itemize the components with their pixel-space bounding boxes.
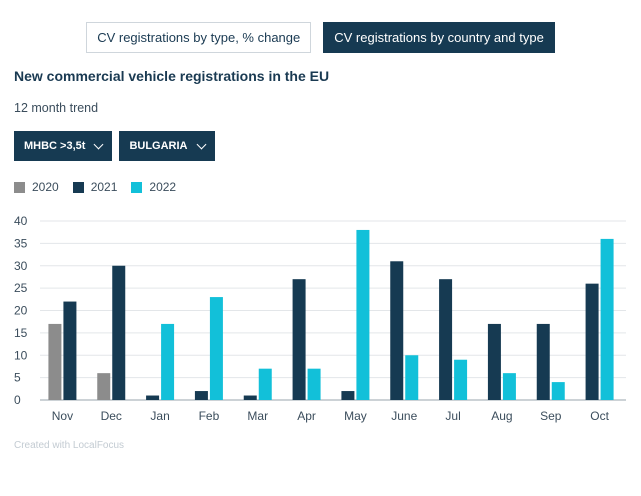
bar-2022-jan xyxy=(161,323,175,400)
legend-swatch xyxy=(131,181,143,193)
country-dropdown[interactable]: BULGARIA xyxy=(119,131,215,161)
legend-item-2022[interactable]: 2022 xyxy=(131,180,176,194)
country-label: BULGARIA xyxy=(129,140,188,152)
legend-swatch xyxy=(14,181,25,193)
bar-2022-mar xyxy=(258,368,272,400)
vehicle-type-dropdown[interactable]: MHBC >3,5t xyxy=(14,131,113,161)
tab-bar: CV registrations by type, % change CV re… xyxy=(0,22,641,53)
filter-bar: MHBC >3,5t BULGARIA xyxy=(14,131,215,161)
bar-2022-may xyxy=(356,229,370,400)
bar-2022-june xyxy=(405,355,419,400)
bar-2021-aug xyxy=(487,323,501,400)
y-tick-label: 30 xyxy=(14,259,28,273)
x-tick-label: Apr xyxy=(297,409,316,423)
bar-2021-may xyxy=(341,391,355,400)
bar-2021-sep xyxy=(536,323,550,400)
x-tick-label: Feb xyxy=(199,409,220,423)
bar-2022-oct xyxy=(600,238,614,400)
y-tick-label: 5 xyxy=(14,371,21,385)
legend-label: 2022 xyxy=(149,180,177,194)
tab-cv-registrations-by-type[interactable]: CV registrations by type, % change xyxy=(86,22,312,53)
y-tick-label: 20 xyxy=(14,304,28,318)
bar-2021-mar xyxy=(243,395,257,400)
bar-2022-aug xyxy=(502,373,516,400)
bar-2020-nov xyxy=(48,323,62,400)
x-tick-label: Nov xyxy=(52,409,73,423)
y-tick-label: 10 xyxy=(14,348,28,362)
bar-2021-apr xyxy=(292,279,306,400)
y-tick-label: 0 xyxy=(14,393,21,407)
bar-2021-feb xyxy=(194,391,208,400)
x-tick-label: Dec xyxy=(101,409,122,423)
x-tick-label: June xyxy=(391,409,417,423)
bar-2022-sep xyxy=(551,382,565,400)
bar-2021-june xyxy=(390,261,404,400)
y-tick-label: 35 xyxy=(14,236,28,250)
credit-text: Created with LocalFocus xyxy=(14,440,125,451)
chart-title: New commercial vehicle registrations in … xyxy=(14,68,330,84)
x-tick-label: Sep xyxy=(540,409,562,423)
x-tick-label: Aug xyxy=(491,409,512,423)
bar-2021-oct xyxy=(585,283,599,400)
y-tick-label: 15 xyxy=(14,326,28,340)
bar-2021-jul xyxy=(439,279,453,400)
chart-subtitle: 12 month trend xyxy=(14,101,99,115)
legend-label: 2021 xyxy=(90,180,118,194)
bar-2022-feb xyxy=(209,297,223,400)
bar-2020-dec xyxy=(97,373,111,400)
y-tick-label: 25 xyxy=(14,281,28,295)
legend-label: 2020 xyxy=(32,180,59,194)
x-tick-label: Mar xyxy=(247,409,268,423)
tab-cv-registrations-by-country[interactable]: CV registrations by country and type xyxy=(323,22,555,53)
bar-2021-nov xyxy=(63,301,77,400)
bar-2021-jan xyxy=(146,395,160,400)
x-tick-label: Jan xyxy=(150,409,169,423)
y-tick-label: 40 xyxy=(14,214,28,228)
legend-item-2021[interactable]: 2021 xyxy=(72,180,118,194)
x-tick-label: Jul xyxy=(445,409,460,423)
chart-legend: 2020 2021 2022 xyxy=(14,180,176,194)
x-tick-label: Oct xyxy=(590,409,609,423)
legend-swatch xyxy=(72,181,84,193)
x-tick-label: May xyxy=(344,409,367,423)
vehicle-type-label: MHBC >3,5t xyxy=(24,140,86,152)
legend-item-2020[interactable]: 2020 xyxy=(14,180,59,194)
bar-2022-jul xyxy=(454,359,468,400)
bar-2022-apr xyxy=(307,368,321,400)
bar-2021-dec xyxy=(112,265,126,400)
